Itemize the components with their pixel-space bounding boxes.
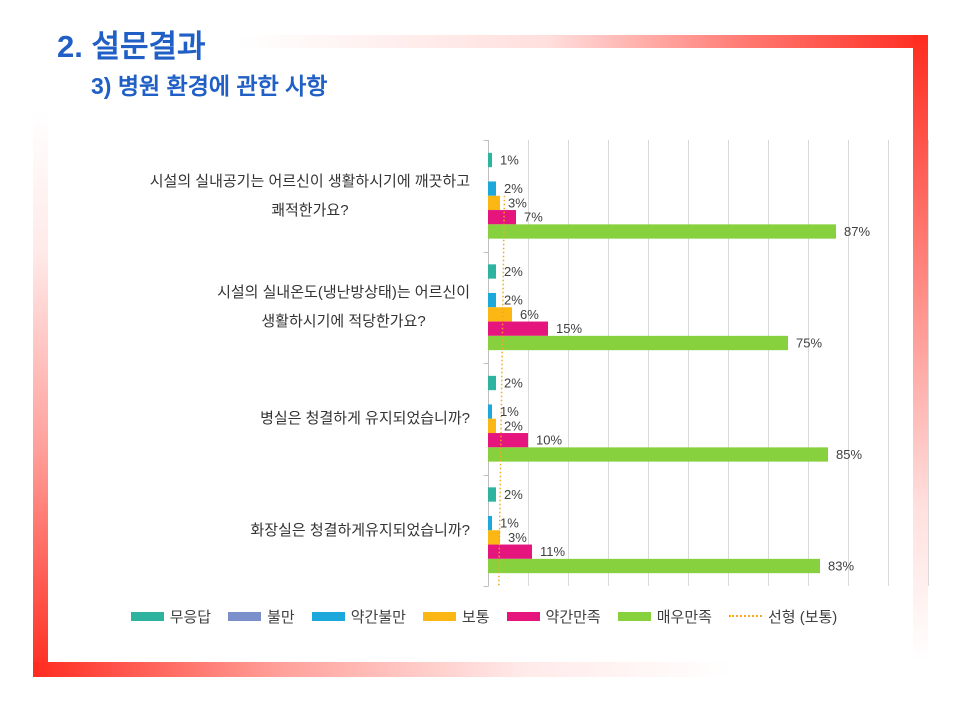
slide-subtitle: 3) 병원 환경에 관한 사항 [91, 73, 328, 99]
legend-swatch [311, 611, 345, 621]
bar [488, 558, 820, 574]
data-label: 2% [504, 487, 523, 502]
category-label: 시설의 실내온도(냉난방상태)는 어르신이 생활하시기에 적당한가요? [217, 284, 470, 331]
data-label: 2% [504, 376, 523, 391]
bar [488, 487, 496, 502]
bar [488, 181, 496, 196]
bar [488, 321, 548, 336]
bar [488, 224, 836, 239]
trendline [498, 195, 506, 587]
bar [488, 152, 492, 168]
category-label: 시설의 실내공기는 어르신이 생활하시기에 깨끗하고 쾌적한가요? [149, 172, 470, 219]
bar [488, 544, 532, 559]
data-label: 2% [504, 418, 523, 433]
legend-swatch [506, 611, 540, 621]
data-label: 11% [540, 544, 565, 559]
data-label: 1% [500, 153, 519, 168]
bar [488, 433, 528, 448]
legend-label: 보통 [461, 608, 490, 626]
data-label: 83% [828, 559, 854, 574]
legend-item-trendline: 선형 (보통) [728, 606, 838, 627]
legend-label: 선형 (보통) [767, 608, 838, 626]
legend-item-series-2: 불만 [228, 606, 295, 627]
data-label: 3% [508, 530, 527, 545]
bar [488, 335, 788, 351]
legend-item-series-1: 무응답 [130, 606, 212, 627]
legend-item-series-3: 약간불만 [311, 606, 406, 627]
bar [488, 307, 512, 322]
legend-label: 약간만족 [545, 608, 601, 626]
legend-swatch [228, 611, 262, 621]
category-label-row: 병실은 청결하게 유지되었습니까? [40, 363, 470, 475]
frame-top-bar [236, 35, 928, 48]
legend-label: 약간불만 [350, 608, 406, 626]
legend-item-series-5: 약간만족 [506, 606, 601, 627]
data-label: 3% [508, 195, 527, 210]
category-label-row: 화장실은 청결하게유지되었습니까? [40, 475, 470, 587]
bar [488, 264, 496, 279]
legend-swatch [422, 611, 456, 621]
frame-right-bar [913, 35, 928, 662]
bar [488, 375, 496, 391]
data-label: 6% [520, 307, 539, 322]
data-label: 2% [504, 181, 523, 196]
bar [488, 292, 496, 308]
bar [488, 418, 496, 434]
legend-label: 매우만족 [656, 608, 712, 626]
bar [488, 447, 828, 462]
data-label: 1% [500, 404, 519, 419]
category-label-row: 시설의 실내공기는 어르신이 생활하시기에 깨끗하고 쾌적한가요? [40, 140, 470, 252]
category-label: 병실은 청결하게 유지되었습니까? [260, 410, 470, 428]
category-label-row: 시설의 실내온도(냉난방상태)는 어르신이 생활하시기에 적당한가요? [40, 252, 470, 364]
bar [488, 515, 492, 531]
data-label: 75% [796, 336, 822, 351]
legend-label: 무응답 [169, 608, 212, 626]
data-label: 2% [504, 264, 523, 279]
chart-legend: 무응답 불만 약간불만 보통 약간만족 매우만족 선형 (보통) [40, 606, 928, 626]
legend-item-series-6: 매우만족 [617, 606, 712, 627]
legend-swatch [130, 611, 164, 621]
data-label: 85% [836, 447, 862, 462]
frame-bottom-bar [33, 662, 733, 677]
legend-swatch-trendline [728, 615, 762, 617]
bar [488, 195, 500, 211]
bar [488, 210, 516, 225]
data-label: 2% [504, 293, 523, 308]
legend-item-series-4: 보통 [422, 606, 490, 627]
data-label: 15% [556, 321, 582, 336]
frame-left-bar [33, 110, 48, 677]
slide-title: 2. 설문결과 [57, 29, 206, 64]
data-label: 7% [524, 210, 543, 225]
legend-label: 불만 [267, 608, 295, 626]
data-label: 87% [844, 224, 870, 239]
data-label: 1% [500, 516, 519, 531]
legend-swatch [617, 611, 651, 621]
data-label: 10% [536, 433, 562, 448]
bar [488, 530, 500, 545]
category-label: 화장실은 청결하게유지되었습니까? [250, 521, 470, 539]
bar [488, 404, 492, 419]
